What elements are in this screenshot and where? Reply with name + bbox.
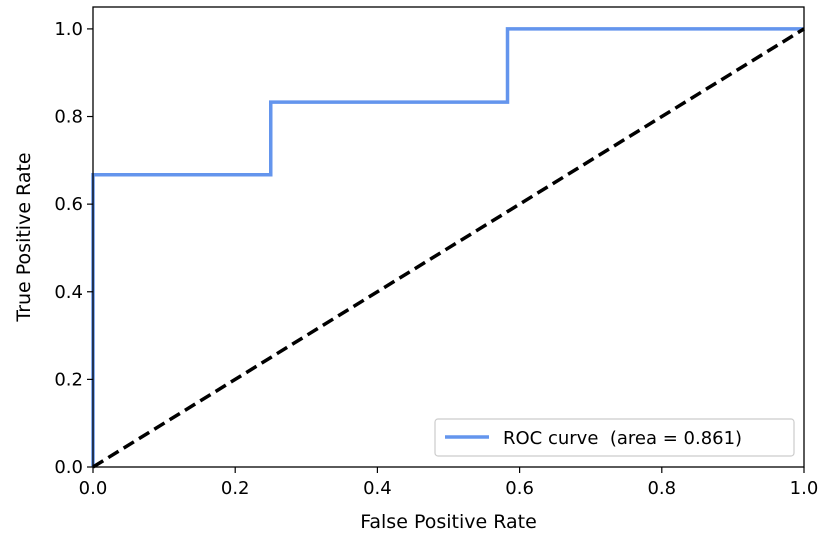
x-tick-label: 0.2 xyxy=(221,478,250,499)
x-tick-label: 0.0 xyxy=(79,478,108,499)
y-tick-label: 0.2 xyxy=(54,369,83,390)
plot-area xyxy=(91,27,805,469)
y-tick-label: 1.0 xyxy=(54,19,83,40)
y-tick-label: 0.6 xyxy=(54,194,83,215)
y-tick-label: 0.8 xyxy=(54,107,83,128)
x-tick-label: 0.6 xyxy=(505,478,534,499)
axis-ticks: 0.0 0.2 0.4 0.6 0.8 1.0 0.0 0.2 0.4 0.6 0.8 1.0 xyxy=(54,19,818,499)
y-tick-label: 0.0 xyxy=(54,457,83,478)
y-tick-label: 0.4 xyxy=(54,282,83,303)
x-tick-label: 0.8 xyxy=(647,478,676,499)
y-axis-label: True Positive Rate xyxy=(13,152,35,322)
x-tick-label: 1.0 xyxy=(790,478,819,499)
series-line-1 xyxy=(92,27,805,469)
x-tick-label: 0.4 xyxy=(363,478,392,499)
legend-box xyxy=(434,418,795,457)
legend-label: ROC curve (area = 0.861) xyxy=(503,428,742,449)
axes-frame xyxy=(92,6,805,468)
legend: ROC curve (area = 0.861) xyxy=(434,418,795,457)
x-axis-label: False Positive Rate xyxy=(360,511,537,533)
